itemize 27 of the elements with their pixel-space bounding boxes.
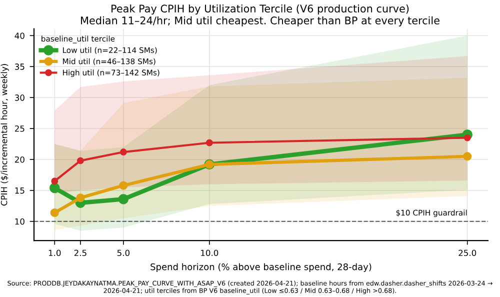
y-tick-label: 30 xyxy=(15,94,24,101)
point xyxy=(463,152,472,161)
x-tick-label: 25.0 xyxy=(458,250,476,256)
point xyxy=(464,134,471,142)
point xyxy=(76,194,85,202)
point xyxy=(50,208,59,218)
x-tick-label: 10.0 xyxy=(201,250,218,256)
y-tick-label: 10 xyxy=(15,218,24,225)
y-tick-label: 15 xyxy=(15,188,24,194)
y-tick-label: 35 xyxy=(15,64,24,70)
x-axis-title: Spend horizon (% above baseline spend, 28-day) xyxy=(150,263,372,272)
point xyxy=(119,181,128,190)
chart-title: Peak Pay CPIH by Utilization Tercile (V6 production curve) xyxy=(112,4,409,15)
point xyxy=(49,182,60,194)
point xyxy=(120,148,127,156)
y-axis-title: CPIH ($/incremental hour, weekly) xyxy=(0,64,9,206)
x-tick-label: 2.5 xyxy=(74,250,86,256)
point xyxy=(206,139,213,146)
point xyxy=(51,178,58,185)
x-tick-label: 1.0 xyxy=(48,250,61,256)
y-tick-label: 20 xyxy=(14,156,24,163)
y-tick-label: 40 xyxy=(14,32,24,39)
point xyxy=(76,157,84,164)
x-tick-label: 5.0 xyxy=(117,250,130,256)
chart-subtitle: Median 11–24/hr; Mid util cheapest. Cheaper than BP at every tercile xyxy=(81,16,440,26)
y-tick-label: 25 xyxy=(14,125,24,132)
point xyxy=(118,194,129,204)
